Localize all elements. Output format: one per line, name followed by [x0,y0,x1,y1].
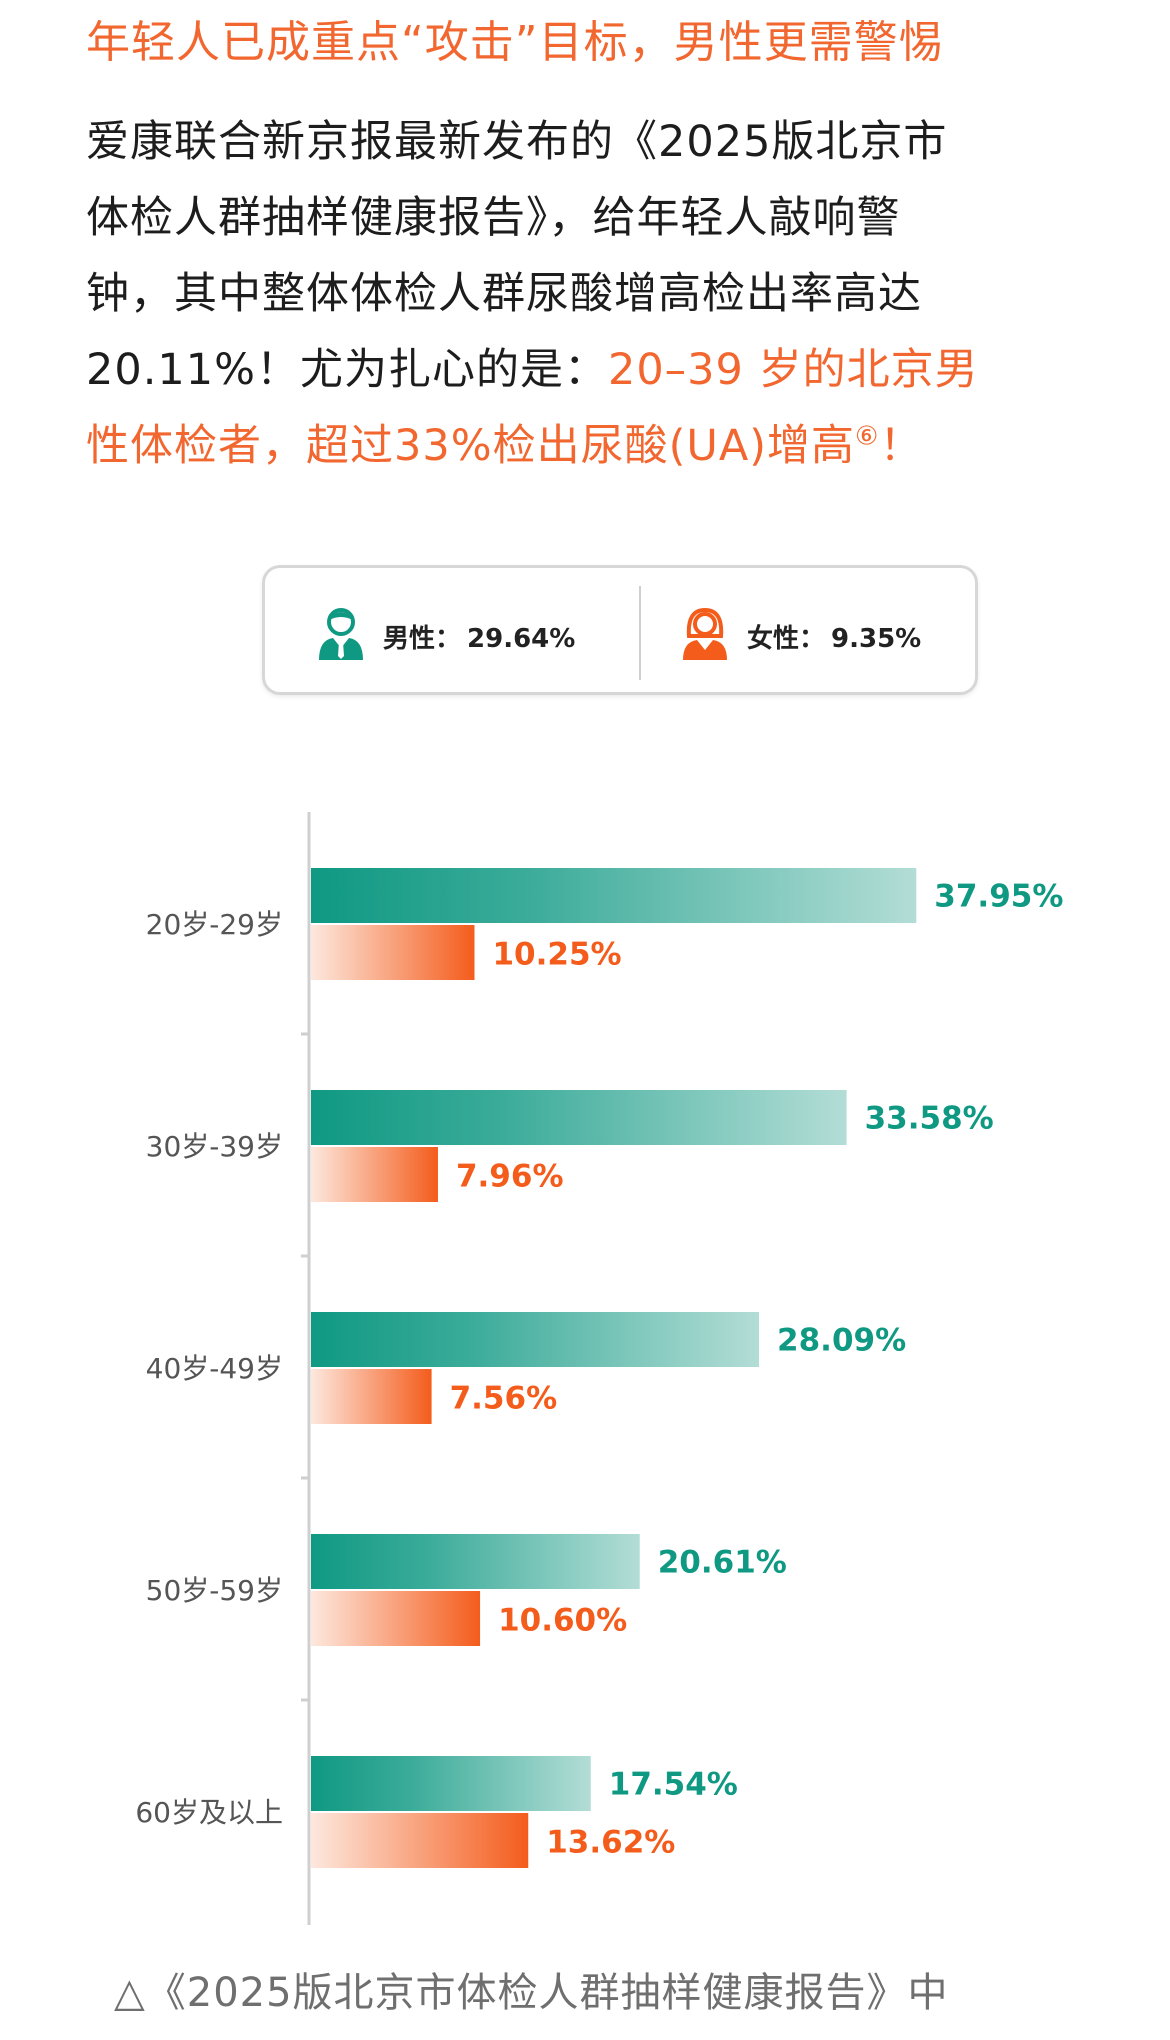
section-headline: 年轻人已成重点“攻击”目标，男性更需警惕 [86,17,944,68]
data-label-male: 17.54% [609,1767,738,1803]
legend-item-female: 女性： 9.35% [679,606,921,666]
paragraph-line-4-plain: 20.11%！尤为扎心的是： [86,345,608,395]
paragraph-line-4-highlight: 20–39 岁的北京男 [607,345,979,395]
category-label: 50岁-59岁 [146,1574,283,1607]
data-label-male: 37.95% [934,879,1063,915]
legend-female-value: 9.35% [831,623,922,654]
footnote-marker[interactable]: ⑥ [855,421,880,452]
bar-female [311,925,475,980]
bar-male [311,1534,640,1589]
legend-male-value: 29.64% [467,623,576,654]
legend-item-male: 男性： 29.64% [315,608,575,664]
data-label-female: 7.96% [456,1159,564,1195]
paragraph-line-5: 性体检者，超过33%检出尿酸(UA)增高⑥！ [86,408,1086,484]
category-label: 20岁-29岁 [146,908,283,941]
female-person-icon [679,606,731,666]
data-label-female: 7.56% [450,1381,558,1417]
paragraph-line-5-end: ！ [879,421,924,471]
bar-female [311,1813,529,1868]
bar-male [311,1090,847,1145]
data-label-female: 10.60% [498,1603,627,1639]
bar-female [311,1369,432,1424]
bar-male [311,868,917,923]
category-label: 60岁及以上 [135,1796,283,1829]
bar-male [311,1312,760,1367]
data-label-male: 33.58% [865,1101,994,1137]
legend-female-text: 女性： 9.35% [747,618,921,655]
figure-caption: △《2025版北京市体检人群抽样健康报告》中 [114,1970,949,2016]
intro-paragraph: 爱康联合新京报最新发布的《2025版北京市 体检人群抽样健康报告》，给年轻人敲响… [86,104,1086,484]
category-label: 30岁-39岁 [146,1130,283,1163]
data-label-male: 20.61% [658,1545,787,1581]
legend-male-label: 男性： [383,623,462,654]
legend-divider [639,586,641,680]
male-person-icon [315,606,367,666]
chart-legend: 男性： 29.64% 女性： 9.35% [262,565,978,695]
bar-female [311,1147,438,1202]
paragraph-line-1: 爱康联合新京报最新发布的《2025版北京市 [86,117,948,167]
data-label-female: 13.62% [546,1825,675,1861]
legend-female-label: 女性： [747,623,826,654]
category-label: 40岁-49岁 [146,1352,283,1385]
data-label-male: 28.09% [777,1323,906,1359]
data-label-female: 10.25% [492,937,621,973]
paragraph-line-5-highlight: 性体检者，超过33%检出尿酸(UA)增高 [86,421,856,471]
paragraph-line-2: 体检人群抽样健康报告》，给年轻人敲响警 [86,193,901,243]
legend-male-text: 男性： 29.64% [383,618,575,655]
paragraph-line-3: 钟，其中整体体检人群尿酸增高检出率高达 [86,269,922,319]
paragraph-line-4: 20.11%！尤为扎心的是：20–39 岁的北京男 [86,332,1086,408]
bar-male [311,1756,591,1811]
bar-female [311,1591,481,1646]
